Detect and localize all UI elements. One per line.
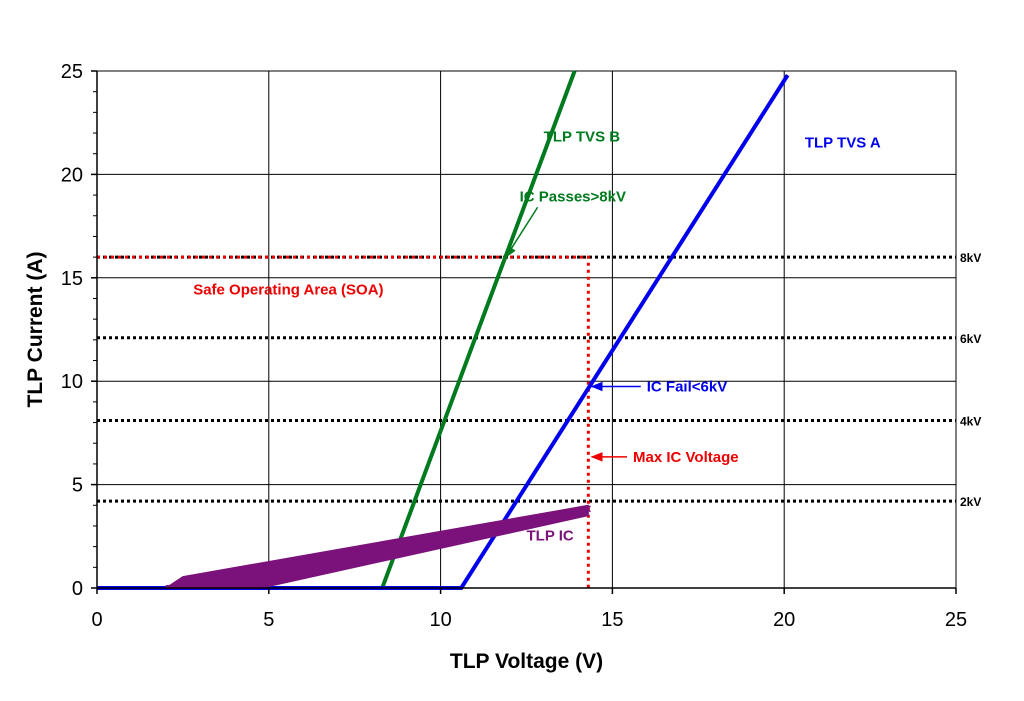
x-axis-title: TLP Voltage (V)	[450, 650, 603, 673]
annotation-label: Max IC Voltage	[633, 449, 739, 466]
x-tick-label: 20	[773, 609, 795, 631]
x-tick-label: 10	[429, 609, 451, 631]
reference-lines: 8kV 6kV 4kV 2kV	[97, 251, 981, 509]
x-tick-label: 5	[263, 609, 274, 631]
annotations: IC Passes>8kV IC Fail<6kV Max IC Voltage	[505, 188, 739, 466]
x-tick-label: 25	[945, 609, 967, 631]
x-tick-label: 0	[91, 609, 102, 631]
annotation-label: IC Passes>8kV	[520, 188, 626, 205]
series-group: TLP TVS B TLP TVS A × TLP IC	[97, 70, 881, 590]
series-line	[164, 504, 589, 589]
soa-boundary: Safe Operating Area (SOA)	[97, 255, 590, 588]
series-line	[97, 70, 577, 590]
y-axis-title: TLP Current (A)	[24, 252, 47, 408]
reference-label: 8kV	[960, 251, 981, 265]
series-marker: ×	[583, 500, 591, 516]
y-tick-label: 5	[72, 475, 83, 497]
y-tick-label: 15	[61, 268, 83, 290]
annotation-label: IC Fail<6kV	[647, 379, 727, 396]
y-tick-label: 10	[61, 371, 83, 393]
x-tick-label: 15	[601, 609, 623, 631]
soa-label: Safe Operating Area (SOA)	[193, 281, 383, 298]
reference-label: 6kV	[960, 332, 981, 346]
axes: 0 5 10 15 20 25 0 5 10 15 20 25 TLP Voltage (V) TLP C…	[24, 61, 967, 673]
series-line	[97, 74, 790, 590]
y-tick-label: 25	[61, 61, 83, 83]
reference-label: 4kV	[960, 414, 981, 428]
y-tick-label: 20	[61, 164, 83, 186]
annotation-arrow	[505, 206, 539, 259]
series-label: TLP TVS A	[805, 135, 881, 152]
series-label: TLP IC	[527, 527, 574, 544]
series-label: TLP TVS B	[544, 128, 621, 145]
reference-label: 2kV	[960, 495, 981, 509]
soa-boundary-line	[97, 255, 590, 588]
y-tick-label: 0	[72, 578, 83, 600]
